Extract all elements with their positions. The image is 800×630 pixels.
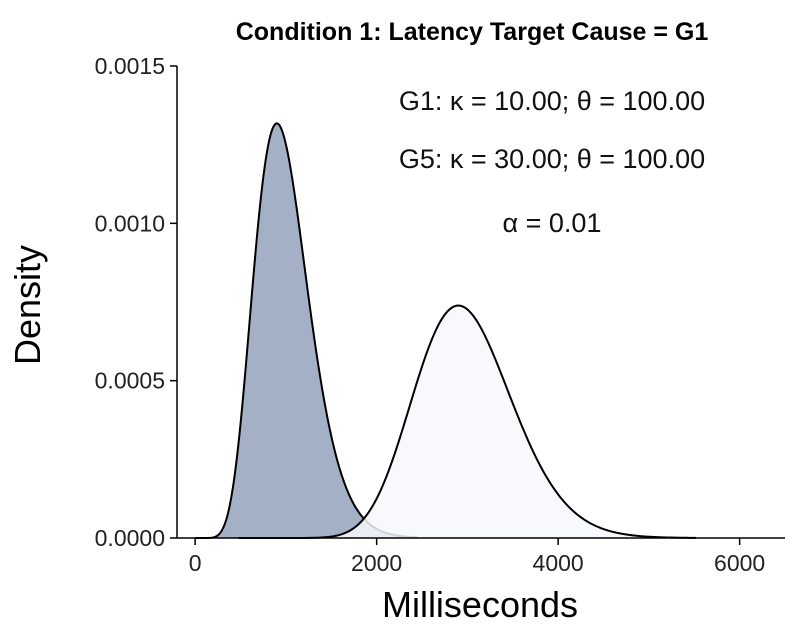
y-tick-label: 0.0005 [95, 368, 165, 394]
x-tick-label: 6000 [714, 550, 765, 576]
density-area-g5 [238, 305, 697, 538]
annotation-alpha: α = 0.01 [503, 208, 602, 238]
density-area-g1 [195, 123, 418, 539]
x-tick-label: 0 [189, 550, 202, 576]
y-tick-label: 0.0000 [95, 525, 165, 551]
y-axis-label: Density [7, 245, 48, 365]
annotation-g1: G1: κ = 10.00; θ = 100.00 [399, 86, 705, 116]
y-tick-label: 0.0015 [95, 53, 165, 79]
chart-title: Condition 1: Latency Target Cause = G1 [236, 18, 709, 46]
x-tick-label: 2000 [351, 550, 402, 576]
y-tick-label: 0.0010 [95, 210, 165, 236]
plot-curves [195, 122, 697, 539]
y-ticks: 0.0000 0.0005 0.0010 0.0015 [95, 53, 177, 551]
x-tick-label: 4000 [533, 550, 584, 576]
x-axis-label: Milliseconds [382, 584, 578, 625]
x-ticks: 0 2000 4000 6000 [189, 538, 765, 576]
annotation-g5: G5: κ = 30.00; θ = 100.00 [399, 144, 705, 174]
